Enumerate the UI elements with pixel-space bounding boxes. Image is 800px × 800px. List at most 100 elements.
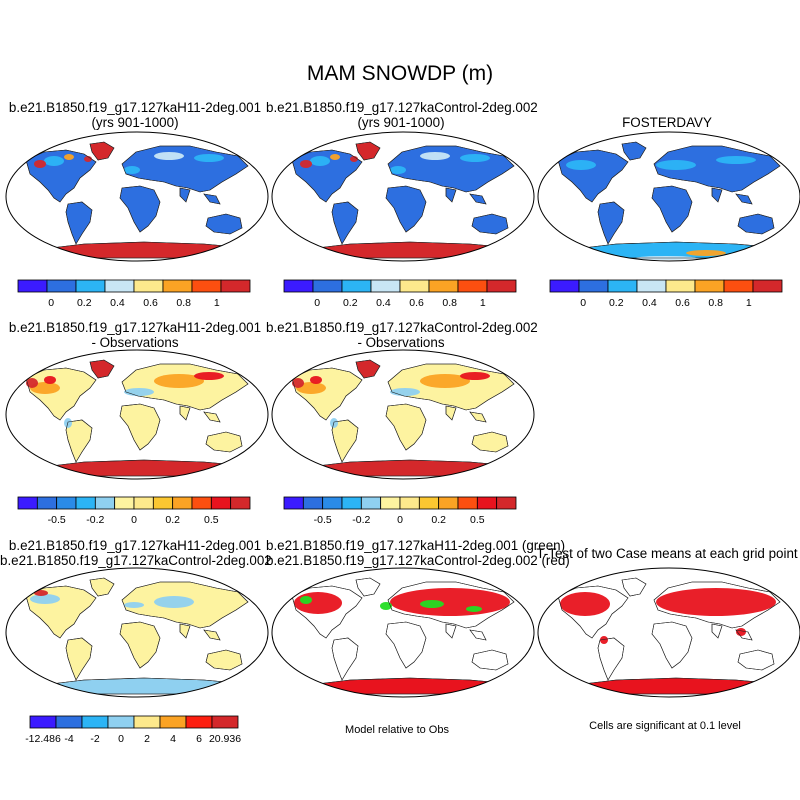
snow-region [380, 602, 392, 610]
snow-region [686, 250, 726, 256]
colorbar-swatch [210, 496, 232, 510]
colorbar-tick-label: 2 [144, 733, 150, 745]
colorbar-6: -12.486 -4 -2 0 2 4 6 20.936 [25, 715, 241, 750]
colorbar-4: -0.5 -0.2 0 0.2 0.5 [17, 496, 251, 531]
colorbar-tick-label: 0.6 [143, 297, 158, 309]
snow-region [330, 154, 340, 160]
colorbar-tick-label: 0.5 [470, 514, 485, 526]
snow-region [296, 382, 326, 394]
snow-region [460, 372, 490, 380]
colorbar-tick-label: 0 [118, 733, 124, 745]
panel-title-5: b.e21.B1850.f19_g17.127kaControl-2deg.00… [266, 320, 538, 350]
snow-region [124, 388, 154, 396]
colorbar-swatch [75, 496, 96, 510]
colorbar-swatch [133, 496, 154, 510]
map-frame [5, 131, 269, 262]
colorbar-tick-label: 6 [196, 733, 202, 745]
snow-region [44, 376, 56, 384]
snow-region [64, 154, 74, 160]
snow-region [460, 154, 490, 162]
colorbar-tick-label: 0 [131, 514, 137, 526]
map-frame [271, 131, 535, 262]
colorbar-1: 0 0.2 0.4 0.6 0.8 1 [17, 279, 251, 314]
snow-region [560, 592, 610, 616]
colorbar-tick-label: -0.5 [48, 514, 66, 526]
colorbar-5: -0.5 -0.2 0 0.2 0.5 [283, 496, 517, 531]
snow-region [34, 160, 46, 168]
colorbar-tick-label: 20.936 [209, 733, 241, 745]
colorbar-tick-label: -12.486 [25, 733, 61, 745]
snow-region [124, 166, 140, 174]
colorbar-swatch [636, 279, 667, 293]
snow-region [656, 588, 776, 616]
map-panel-1 [4, 130, 270, 263]
colorbar-tick-label: 1 [214, 297, 220, 309]
colorbar-swatch [191, 279, 222, 293]
snow-region [154, 596, 194, 608]
snow-region [300, 160, 312, 168]
map-frame [5, 567, 269, 698]
colorbar-swatch [104, 279, 135, 293]
colorbar-tick-label: 0.8 [708, 297, 723, 309]
colorbar-tick-label: -0.2 [86, 514, 104, 526]
map-panel-6 [4, 566, 270, 699]
colorbar-swatch [322, 496, 343, 510]
snow-region [466, 606, 482, 612]
colorbar-swatch [399, 279, 430, 293]
snow-region [154, 374, 204, 388]
snow-region [566, 160, 596, 170]
colorbar-swatch [457, 279, 488, 293]
panel-title-6: b.e21.B1850.f19_g17.127kaH11-2deg.001 b.… [0, 538, 272, 568]
colorbar-swatch [496, 496, 517, 510]
map-frame [271, 349, 535, 480]
map-frame [537, 567, 800, 698]
panel-title-4: b.e21.B1850.f19_g17.127kaH11-2deg.001 - … [8, 320, 262, 350]
panel-title-3: FOSTERDAVY [622, 115, 712, 130]
snow-region [390, 588, 510, 616]
colorbar-swatch [341, 496, 362, 510]
colorbar-swatch [399, 496, 420, 510]
snow-region [350, 156, 358, 162]
colorbar-swatch [36, 496, 58, 510]
colorbar-swatch [162, 279, 193, 293]
map-panel-7 [270, 566, 536, 699]
colorbar-swatch [370, 279, 401, 293]
snow-region [34, 590, 48, 596]
colorbar-tick-label: 0.2 [431, 514, 446, 526]
colorbar-swatch [29, 715, 57, 729]
colorbar-tick-label: 0 [48, 297, 54, 309]
colorbar-swatch [438, 496, 459, 510]
colorbar-swatch [578, 279, 609, 293]
map-panel-4 [4, 348, 270, 481]
colorbar-tick-label: 0 [314, 297, 320, 309]
colorbar-tick-label: 0.4 [110, 297, 125, 309]
colorbar-swatch [220, 279, 251, 293]
colorbar-tick-label: -0.2 [352, 514, 370, 526]
snow-region [300, 596, 312, 604]
map-frame [537, 131, 800, 262]
colorbar-swatch [752, 279, 783, 293]
note-model-relative: Model relative to Obs [345, 724, 449, 736]
colorbar-tick-label: 0 [580, 297, 586, 309]
colorbar-swatch [694, 279, 725, 293]
colorbar-swatch [360, 496, 382, 510]
colorbar-swatch [302, 496, 324, 510]
map-panel-8 [536, 566, 800, 699]
colorbar-swatch [211, 715, 239, 729]
colorbar-tick-label: 0 [397, 514, 403, 526]
colorbar-swatch [457, 496, 478, 510]
colorbar-tick-label: 0.5 [204, 514, 219, 526]
colorbar-tick-label: 0.8 [176, 297, 191, 309]
snow-region [420, 152, 450, 160]
snow-region [600, 636, 608, 644]
colorbar-tick-label: -4 [64, 733, 73, 745]
snow-region [154, 152, 184, 160]
panel-title-7: b.e21.B1850.f19_g17.127kaH11-2deg.001 (g… [266, 538, 570, 568]
panel-title-8: T-Test of two Case means at each grid po… [536, 546, 798, 561]
snow-region [656, 160, 696, 170]
snow-region [716, 156, 756, 164]
note-significance: Cells are significant at 0.1 level [589, 720, 741, 732]
colorbar-swatch [283, 279, 314, 293]
colorbar-swatch [665, 279, 696, 293]
colorbar-swatch [55, 715, 83, 729]
